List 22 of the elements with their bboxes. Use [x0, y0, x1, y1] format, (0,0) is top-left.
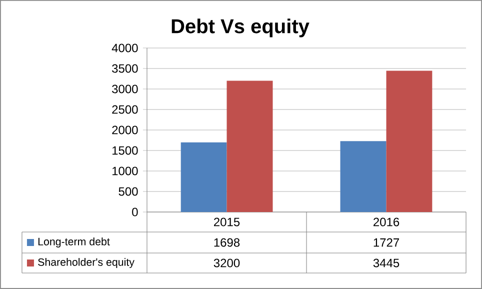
- y-tick-label: 3500: [112, 64, 138, 73]
- bar: [386, 70, 432, 212]
- legend-label: Shareholder's equity: [38, 258, 134, 268]
- y-tick-label: 2000: [112, 126, 138, 134]
- legend-label: Long-term debt: [38, 238, 110, 248]
- data-label: 3445: [373, 258, 400, 268]
- y-tick-label: 1000: [112, 166, 138, 176]
- data-label: 3200: [214, 258, 240, 268]
- data-label: 1727: [374, 238, 400, 247]
- bar: [226, 80, 273, 212]
- y-tick-label: 0: [132, 208, 138, 216]
- y-tick-label: 500: [118, 187, 138, 196]
- y-tick-label: 2500: [112, 105, 138, 114]
- y-tick-label: 4000: [112, 44, 138, 52]
- y-tick-label: 3000: [112, 84, 138, 94]
- chart-title: Debt Vs equity: [172, 18, 310, 38]
- x-tick-label: 2016: [374, 218, 400, 226]
- bar: [340, 141, 386, 212]
- bar: [180, 142, 227, 212]
- data-label: 1698: [214, 238, 240, 247]
- y-tick-label: 1500: [112, 146, 138, 155]
- x-tick-label: 2015: [214, 218, 240, 226]
